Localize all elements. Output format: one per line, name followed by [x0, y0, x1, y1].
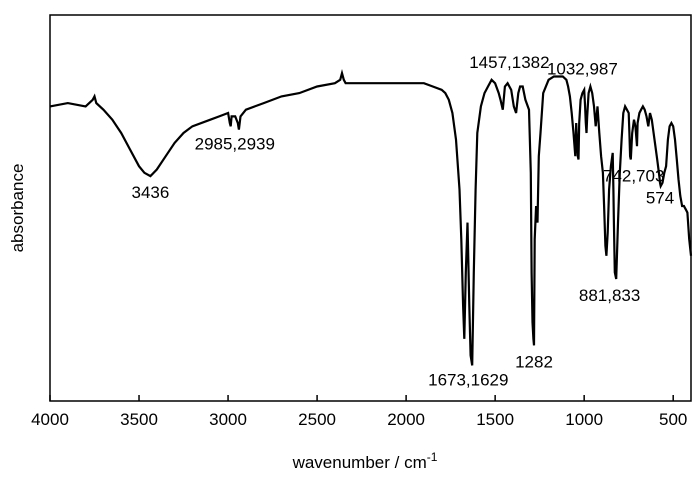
x-tick-label: 3500 [120, 410, 158, 429]
x-tick-label: 3000 [209, 410, 247, 429]
spectrum-line [49, 69, 693, 366]
peak-label: 1032,987 [547, 60, 618, 79]
peak-label: 3436 [131, 183, 169, 202]
peak-label: 742,703 [603, 167, 664, 186]
x-tick-label: 2000 [387, 410, 425, 429]
peak-label: 1457,1382 [469, 53, 549, 72]
x-axis-ticks [49, 395, 674, 401]
x-tick-label: 1000 [565, 410, 603, 429]
peak-labels: 3436 2985,2939 1673,1629 1457,1382 1282 1032,… [131, 53, 674, 390]
x-axis-label: wavenumber / cm-1 [292, 450, 438, 472]
peak-label: 881,833 [579, 286, 640, 305]
x-tick-label: 2500 [298, 410, 336, 429]
x-tick-label: 4000 [31, 410, 69, 429]
x-axis-tick-labels: 4000 3500 3000 2500 2000 1500 1000 500 [31, 410, 687, 429]
x-tick-label: 1500 [476, 410, 514, 429]
peak-label: 1282 [515, 352, 553, 371]
plot-frame [49, 14, 692, 402]
peak-label: 574 [646, 188, 674, 207]
peak-label: 2985,2939 [195, 135, 275, 154]
peak-label: 1673,1629 [428, 370, 508, 389]
y-axis-label: absorbance [8, 164, 27, 253]
x-tick-label: 500 [659, 410, 687, 429]
